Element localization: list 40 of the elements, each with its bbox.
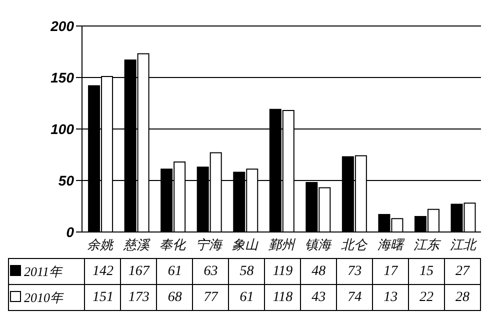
data-label: 63 (192, 258, 229, 284)
data-label: 173 (120, 284, 157, 310)
data-label: 48 (300, 258, 337, 284)
data-label: 119 (264, 258, 301, 284)
data-label: 151 (84, 284, 121, 310)
data-label: 15 (408, 258, 444, 284)
data-label: 61 (156, 258, 193, 284)
y-tick-label: 0 (66, 224, 74, 240)
data-label: 58 (228, 258, 265, 284)
x-tick-label: 象山 (232, 238, 260, 254)
data-label: 74 (336, 284, 373, 310)
x-tick-label: 宁海 (196, 237, 223, 254)
legend-label: 2010年 (24, 290, 63, 304)
data-label: 17 (372, 258, 409, 284)
x-tick-label: 镇海 (304, 238, 332, 254)
x-tick-label: 鄞州 (268, 238, 296, 254)
data-label: 77 (192, 284, 229, 310)
data-label: 13 (372, 284, 409, 310)
x-tick-label: 海曙 (377, 238, 406, 254)
x-tick-label: 江东 (414, 238, 442, 254)
y-tick-label: 100 (50, 120, 74, 137)
data-label: 167 (120, 258, 157, 284)
data-label: 61 (228, 284, 265, 310)
x-tick-label: 奉化 (160, 238, 187, 254)
y-tick-label: 200 (50, 18, 74, 34)
x-tick-label: 北仑 (341, 238, 368, 254)
data-label: 142 (84, 258, 121, 284)
data-label: 68 (156, 284, 193, 310)
x-tick-label: 余姚 (87, 238, 114, 254)
y-tick-label: 50 (58, 172, 74, 188)
data-label: 118 (264, 284, 301, 310)
y-tick-label: 150 (50, 69, 74, 86)
data-label: 43 (300, 284, 337, 310)
x-tick-label: 慈溪 (122, 238, 152, 254)
data-label: 28 (444, 284, 480, 310)
data-label: 73 (336, 258, 373, 284)
x-tick-label: 江北 (450, 238, 478, 254)
legend-label: 2011年 (24, 264, 62, 278)
data-label: 22 (408, 284, 444, 310)
data-label: 27 (444, 258, 480, 284)
